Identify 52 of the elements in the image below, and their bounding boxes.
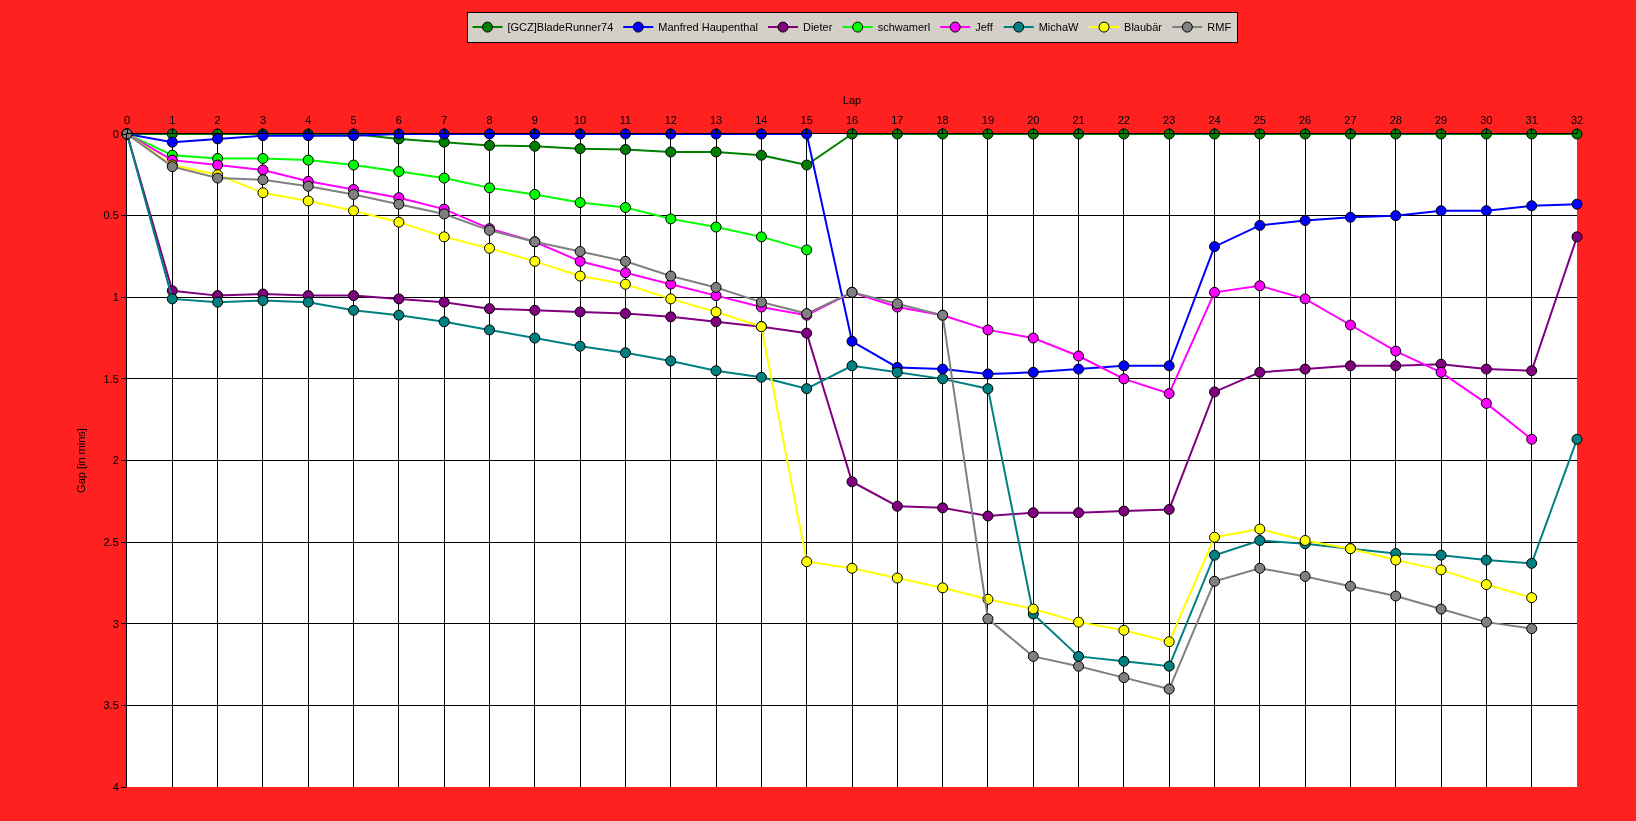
y-tick-label: 0.5 (103, 209, 119, 222)
x-tick-label: 29 (1434, 113, 1448, 126)
x-axis-title: Lap (842, 94, 862, 107)
legend-label: Manfred Haupenthal (658, 21, 758, 34)
y-tick-label: 3.5 (103, 699, 119, 712)
x-tick-label: 23 (1163, 113, 1176, 126)
legend-label: MichaW (1038, 21, 1080, 34)
x-tick-label: 21 (1072, 113, 1085, 126)
x-tick-label: 25 (1253, 113, 1266, 126)
y-axis-title: Gap [in mins] (75, 428, 88, 493)
x-tick-label: 3 (259, 113, 266, 126)
x-tick-label: 2 (214, 113, 221, 126)
y-tick-label: 1 (112, 291, 119, 304)
x-tick-label: 1 (169, 113, 176, 126)
x-tick-label: 24 (1208, 113, 1221, 126)
x-tick-label: 0 (123, 113, 131, 126)
x-tick-label: 13 (709, 113, 723, 126)
x-tick-label: 30 (1480, 113, 1493, 126)
x-tick-label: 12 (664, 113, 677, 126)
legend-label: [GCZ]BladeRunner74 (507, 21, 614, 34)
x-tick-label: 20 (1027, 113, 1040, 126)
legend-label: Blaubär (1124, 21, 1163, 34)
x-tick-label: 8 (486, 113, 493, 126)
x-tick-label: 31 (1525, 113, 1538, 126)
x-tick-label: 4 (305, 113, 312, 126)
x-tick-label: 27 (1344, 113, 1357, 126)
legend-label: RMF (1207, 21, 1232, 34)
x-tick-label: 7 (441, 113, 448, 126)
x-tick-label: 9 (531, 113, 538, 126)
x-tick-label: 32 (1570, 113, 1584, 126)
x-tick-label: 28 (1389, 113, 1402, 126)
x-tick-label: 18 (936, 113, 949, 126)
x-tick-label: 17 (891, 113, 904, 126)
y-tick-label: 2 (112, 454, 119, 467)
legend-label: Jeff (975, 21, 994, 34)
x-tick-label: 15 (800, 113, 813, 126)
x-tick-label: 16 (845, 113, 859, 126)
x-tick-label: 19 (981, 113, 995, 126)
legend-label: Dieter (802, 21, 833, 34)
y-tick-label: 3 (112, 617, 119, 630)
x-tick-label: 22 (1117, 113, 1131, 126)
x-tick-label: 6 (395, 113, 402, 126)
x-tick-label: 5 (350, 113, 357, 126)
y-tick-label: 0 (112, 127, 119, 140)
x-tick-label: 11 (619, 113, 632, 126)
y-tick-label: 4 (112, 780, 119, 793)
y-tick-label: 1.5 (103, 372, 119, 385)
x-tick-label: 14 (755, 113, 768, 126)
x-tick-label: 10 (574, 113, 587, 126)
y-tick-label: 2.5 (103, 535, 119, 548)
legend-label: schwamerl (877, 21, 931, 34)
x-tick-label: 26 (1299, 113, 1312, 126)
